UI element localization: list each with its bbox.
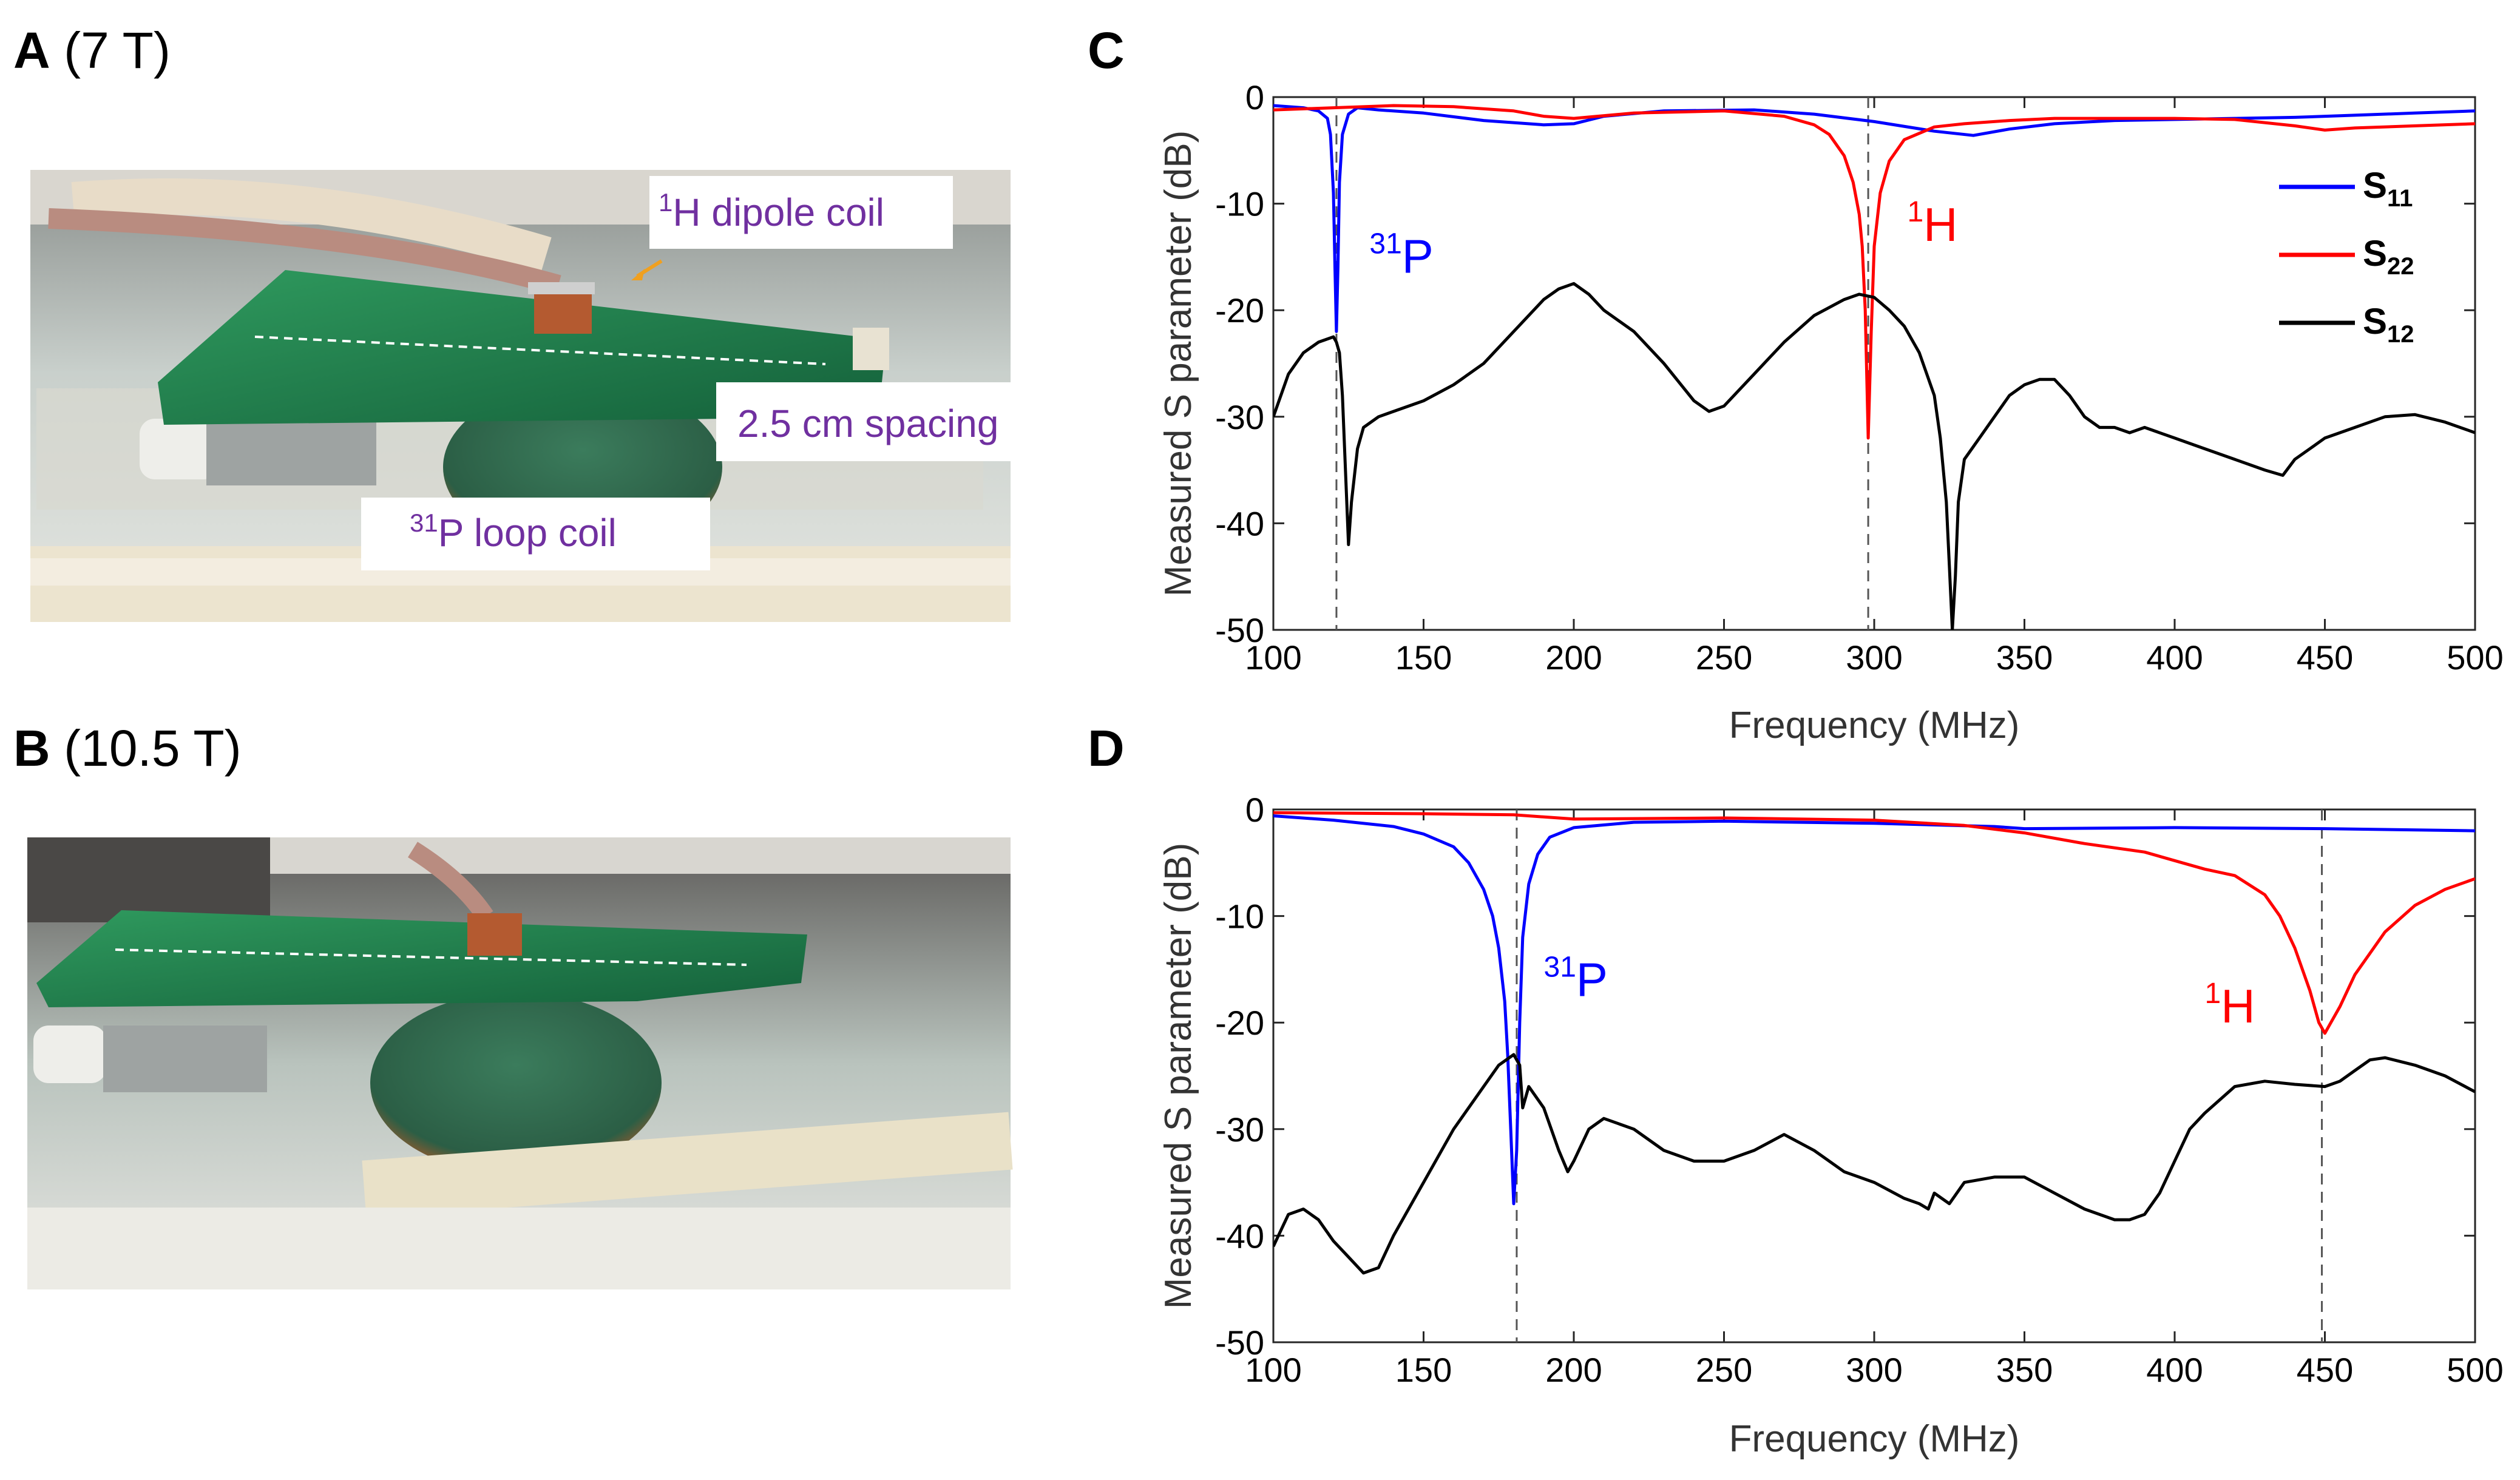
panel-a-letter: A [13,22,50,79]
panel-b-heading: B (10.5 T) [13,720,242,777]
x-tick-label: 200 [1545,638,1602,677]
chart-c-xlabel: Frequency (MHz) [1729,705,2020,746]
y-tick-label: -20 [1215,1004,1264,1042]
spacing-label: 2.5 cm spacing [737,402,998,445]
series-s12-line [1273,1053,2475,1275]
chart-c-reference-lines [1335,97,1869,630]
chart-c-annotation-31p: 31P [1369,228,1433,283]
x-tick-label: 350 [1996,638,2053,677]
chart-c-axes: 100 150 200 250 300 350 400 450 500 0 -10 -20 -30 -40… [1157,78,2504,746]
photo-b [27,837,1013,1289]
pcb-board-b [36,910,807,1007]
series-s11-line [1273,104,2475,333]
spacing-label-box [716,382,1044,461]
chart-c-annotation-1h: 1H [1907,196,1957,251]
chart-d-axes: 100 150 200 250 300 350 400 450 500 0 -10 -20 -30 -40… [1157,791,2504,1460]
y-tick-label: -30 [1215,398,1264,436]
series-s12-line [1273,282,2475,630]
legend-s12-label: S12 [2363,301,2414,348]
x-tick-label: 250 [1696,638,1752,677]
chart-d-ylabel: Measured S parameter (dB) [1157,843,1199,1309]
panel-a-field: (7 T) [64,22,171,79]
chart-c-legend: S11 S22 S12 [2279,165,2414,348]
chart-d-series [1273,811,2475,1275]
y-tick-label: -10 [1215,897,1264,936]
panel-d: D 100 150 200 250 300 350 400 450 500 0 -10 -20 -30 -… [1088,720,2504,1460]
x-tick-label: 500 [2447,638,2503,677]
chart-c-series [1273,104,2475,630]
x-tick-label: 150 [1395,1351,1452,1389]
loop-coil-photo-b [370,992,662,1174]
chart-c-ylabel: Measured S parameter (dB) [1157,130,1199,596]
y-tick-label: 0 [1245,78,1264,117]
y-tick-label: -50 [1215,1323,1264,1362]
panel-c: C 100 150 200 250 300 350 400 450 500 0 -10 -20 -30 -… [1088,22,2504,746]
chart-c-ticks [1272,96,2476,631]
coax-cable [48,208,561,296]
y-tick-label: -50 [1215,611,1264,649]
y-tick-label: -40 [1215,1217,1264,1255]
chart-c-annotations: 31P 1H [1369,196,1957,283]
panel-b-letter: B [13,720,50,777]
chart-d-annotation-31p: 31P [1544,951,1608,1006]
chart-d-xlabel: Frequency (MHz) [1729,1418,2020,1460]
photo-a: 1H dipole coil 2.5 cm spacing 31P loop c… [30,170,1044,622]
chart-c-tick-labels: 100 150 200 250 300 350 400 450 500 0 -10 -20 -30 -40… [1215,78,2504,677]
y-tick-label: -10 [1215,185,1264,223]
legend-s11-label: S11 [2363,165,2413,212]
x-tick-label: 100 [1245,1351,1301,1389]
x-tick-label: 350 [1996,1351,2053,1389]
x-tick-label: 150 [1395,638,1452,677]
x-tick-label: 250 [1696,1351,1752,1389]
panel-a: A (7 T) 1H dipole coil 2.5 cm spacing [13,22,1044,622]
x-tick-label: 300 [1846,1351,1902,1389]
y-tick-label: -20 [1215,291,1264,329]
chart-c-plot-frame [1272,96,2476,631]
dipole-coil-label: 1H dipole coil [659,188,884,234]
x-tick-label: 100 [1245,638,1301,677]
x-tick-label: 450 [2297,1351,2353,1389]
chart-d-ticks [1272,808,2476,1343]
chart-d-plot-frame [1272,808,2476,1343]
x-tick-label: 400 [2146,638,2203,677]
series-s22-line [1273,104,2475,440]
chart-d-annotation-1h: 1H [2205,978,2255,1033]
series-s11-line [1273,814,2475,1206]
panel-d-letter: D [1088,720,1125,777]
dipole-label-box [649,176,953,249]
y-tick-label: 0 [1245,791,1264,829]
x-tick-label: 500 [2447,1351,2503,1389]
panel-c-letter: C [1088,22,1125,79]
x-tick-label: 450 [2297,638,2353,677]
chart-d-annotations: 31P 1H [1544,951,2255,1033]
x-tick-label: 200 [1545,1351,1602,1389]
series-s22-line [1273,811,2475,1035]
loop-coil-label: 31P loop coil [410,509,617,555]
panel-b-field: (10.5 T) [64,720,242,777]
panel-a-heading: A (7 T) [13,22,171,79]
x-tick-label: 400 [2146,1351,2203,1389]
chart-d-reference-lines [1516,809,2323,1342]
pcb-board [158,270,886,425]
loop-label-box [361,498,710,570]
y-tick-label: -40 [1215,504,1264,542]
panel-b: B (10.5 T) [13,720,1013,1289]
chart-d-tick-labels: 100 150 200 250 300 350 400 450 500 0 -10 -20 -30 -40… [1215,791,2504,1389]
legend-s22-label: S22 [2363,233,2414,280]
x-tick-label: 300 [1846,638,1902,677]
y-tick-label: -30 [1215,1110,1264,1149]
